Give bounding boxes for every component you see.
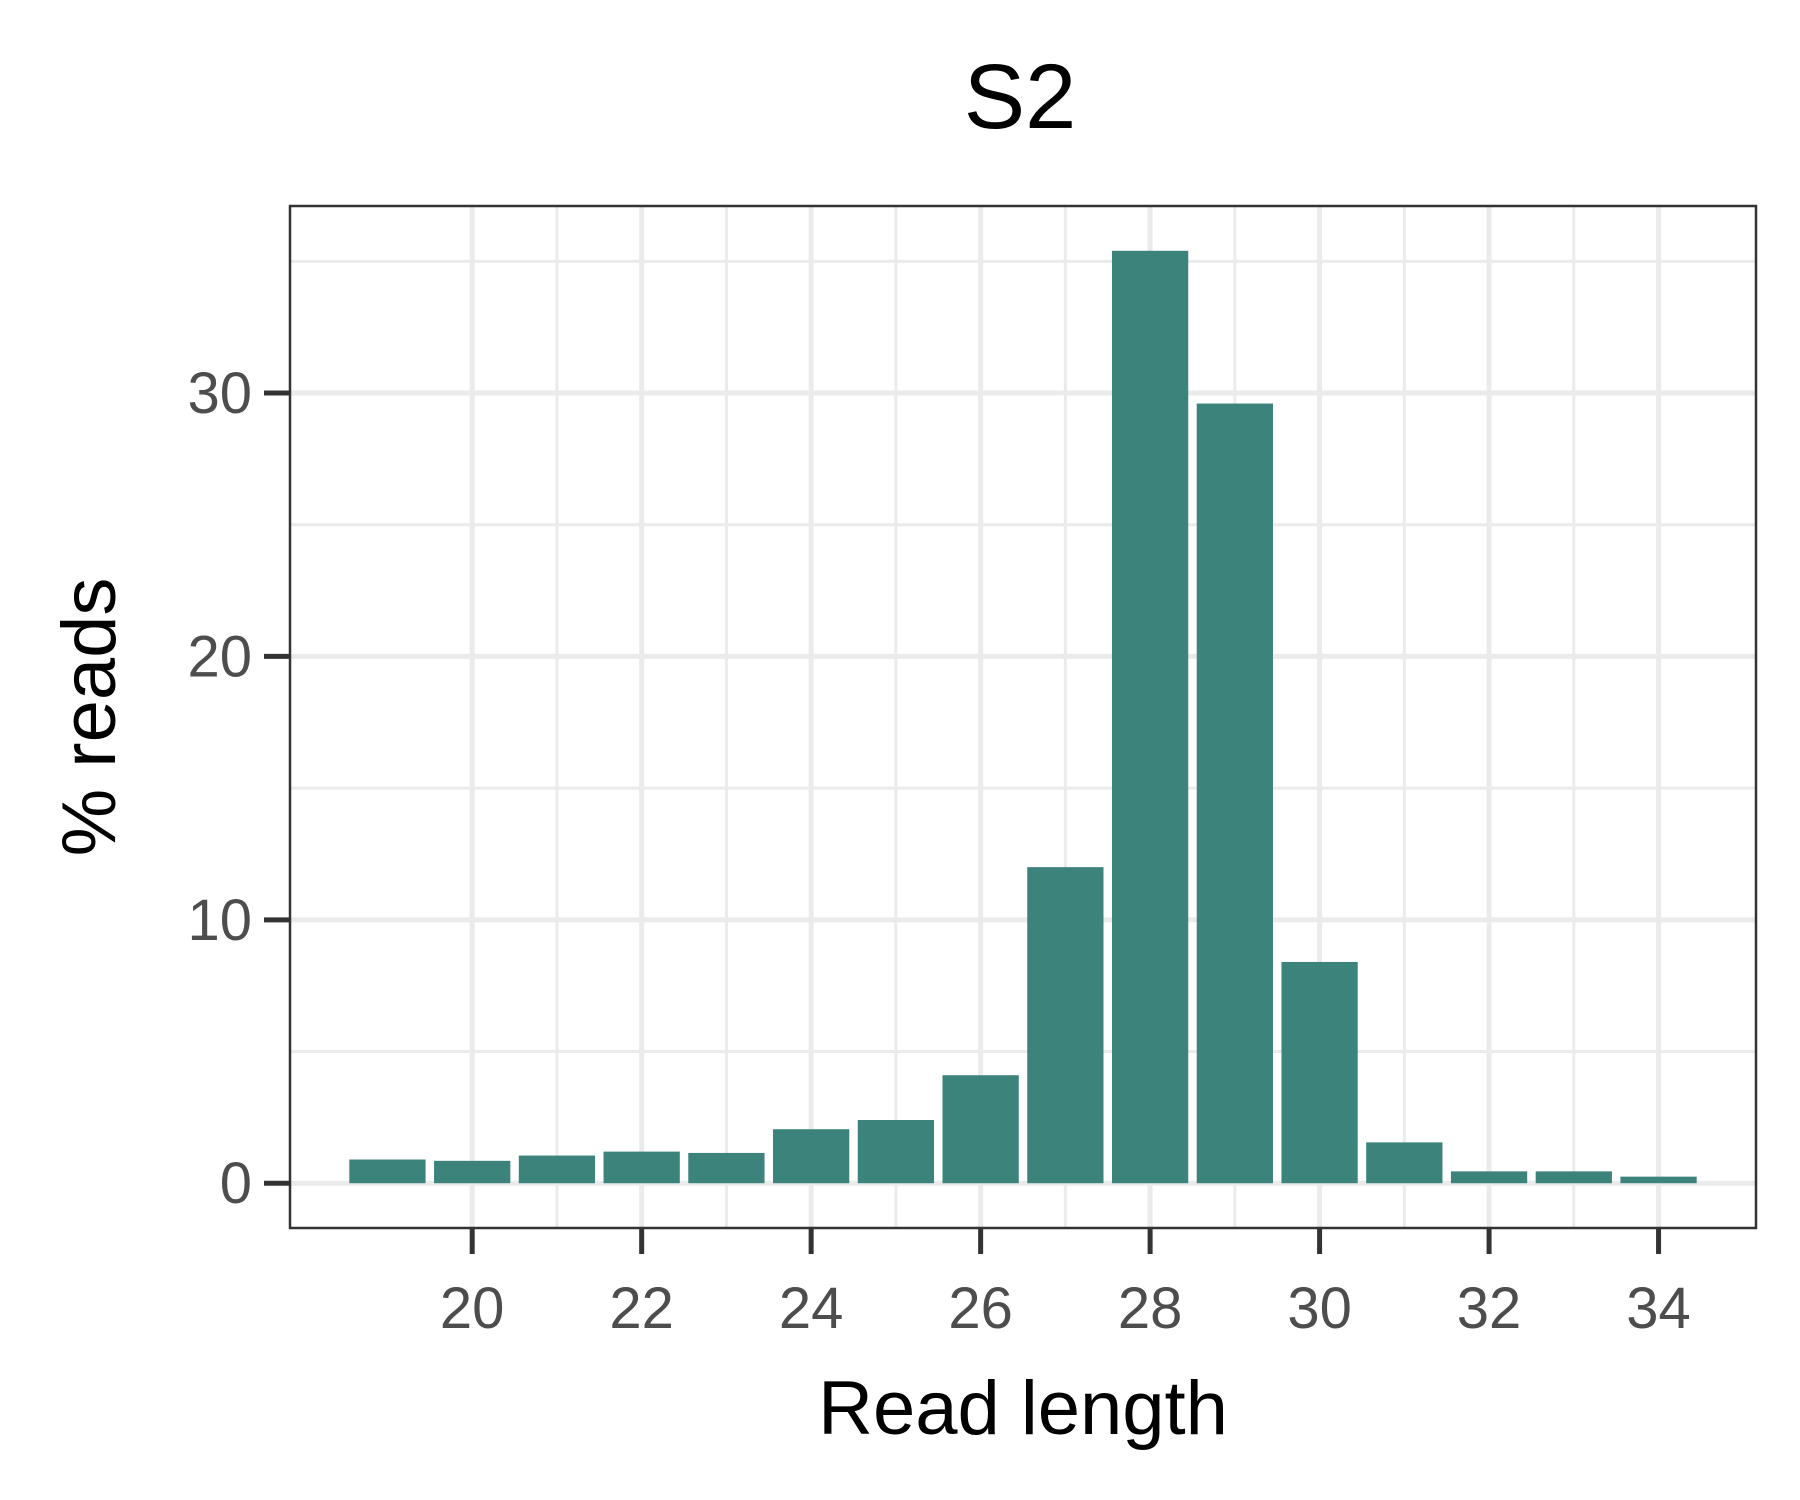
x-tick-label: 24 [779,1276,844,1341]
x-tick-label: 30 [1287,1276,1352,1341]
bar-26 [942,1075,1019,1184]
y-axis-title: % reads [47,578,132,857]
bars [349,250,1697,1184]
bar-19 [349,1159,426,1184]
x-tick-label: 28 [1118,1276,1183,1341]
bar-29 [1196,403,1273,1184]
y-tick-label: 10 [187,888,252,953]
bar-31 [1366,1142,1443,1184]
chart-title: S2 [964,46,1077,148]
x-axis-title: Read length [818,1366,1228,1451]
x-tick-label: 34 [1626,1276,1691,1341]
x-tick-label: 32 [1457,1276,1522,1341]
x-tick-label: 22 [609,1276,674,1341]
x-axis: 20 22 24 26 28 30 32 34 [440,1228,1691,1341]
bar-21 [518,1155,596,1184]
panel-border [288,204,1758,1230]
bar-20 [434,1160,511,1184]
x-tick-label: 20 [440,1276,505,1341]
bar-32 [1450,1171,1528,1184]
bar-22 [603,1151,680,1184]
y-tick-label: 30 [187,361,252,426]
bar-23 [688,1152,765,1184]
y-tick-label: 20 [187,624,252,689]
y-axis: 0 10 20 30 [187,361,290,1216]
x-tick-label: 26 [948,1276,1013,1341]
bar-34 [1620,1176,1697,1184]
bar-33 [1535,1171,1612,1184]
bar-27 [1027,867,1104,1184]
y-tick-label: 0 [220,1151,252,1216]
bar-30 [1281,961,1358,1184]
bar-24 [773,1129,850,1184]
bar-25 [857,1120,935,1184]
bar-28 [1111,250,1189,1184]
